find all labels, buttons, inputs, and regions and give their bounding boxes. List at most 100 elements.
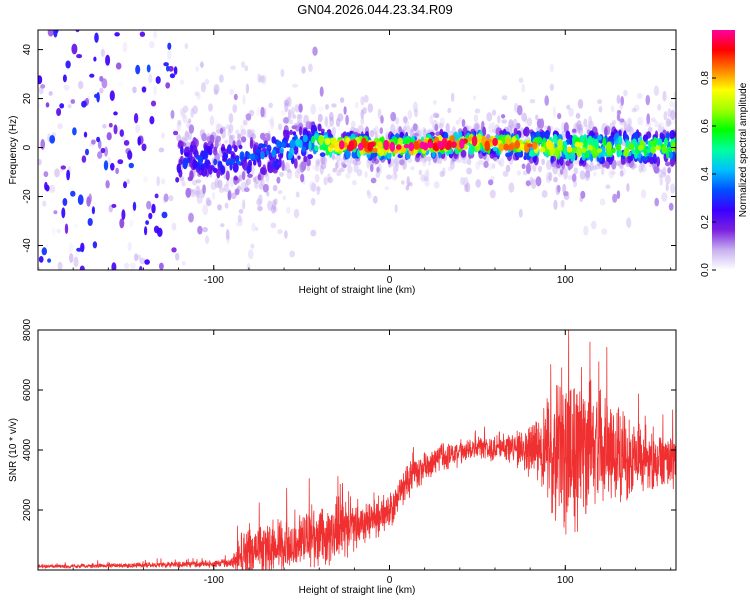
heatmap-cell	[213, 84, 220, 95]
heatmap-cell	[439, 170, 445, 178]
heatmap-cell	[69, 253, 74, 263]
heatmap-cell	[427, 160, 432, 166]
heatmap-cell	[148, 73, 153, 84]
heatmap-cell	[177, 119, 182, 126]
heatmap-cell	[596, 148, 603, 153]
spectrogram-y-tick-label: 20	[22, 93, 33, 105]
heatmap-cell	[426, 156, 432, 162]
snr-y-tick-label: 6000	[22, 378, 33, 401]
heatmap-cell	[588, 120, 594, 130]
heatmap-cell	[508, 143, 514, 152]
heatmap-cell	[139, 257, 146, 265]
heatmap-cell	[229, 88, 235, 96]
heatmap-cell	[596, 155, 603, 163]
heatmap-cell	[262, 183, 269, 193]
colorbar-tick-label: 0.0	[700, 263, 711, 277]
heatmap-cell	[318, 106, 324, 112]
heatmap-cell	[665, 183, 669, 192]
heatmap-cell	[459, 138, 465, 149]
heatmap-cell	[571, 147, 577, 153]
heatmap-cell	[560, 199, 565, 208]
spectrogram-x-axis-label: Height of straight line (km)	[299, 285, 416, 296]
heatmap-cell	[432, 112, 439, 119]
heatmap-cell	[526, 117, 533, 127]
heatmap-cell	[521, 163, 526, 170]
heatmap-cell	[171, 247, 177, 253]
heatmap-cell	[57, 123, 63, 130]
heatmap-cell	[646, 113, 651, 125]
heatmap-cell	[232, 104, 238, 113]
heatmap-cell	[179, 79, 185, 86]
heatmap-cell	[79, 265, 85, 270]
heatmap-cell	[601, 167, 605, 176]
heatmap-cell	[267, 161, 271, 172]
heatmap-cell	[569, 150, 576, 162]
heatmap-cell	[108, 122, 113, 128]
heatmap-cell	[75, 30, 80, 33]
heatmap-cell	[56, 108, 62, 116]
heatmap-cell	[425, 168, 430, 179]
heatmap-cell	[249, 140, 254, 149]
heatmap-cell	[160, 178, 166, 185]
heatmap-cell	[427, 141, 434, 149]
heatmap-cell	[188, 124, 195, 134]
heatmap-cell	[256, 198, 262, 206]
heatmap-cell	[245, 83, 250, 94]
heatmap-cell	[559, 169, 564, 175]
heatmap-cell	[176, 163, 181, 174]
heatmap-cell	[339, 97, 345, 103]
heatmap-cell	[360, 96, 365, 106]
heatmap-cell	[487, 162, 493, 171]
heatmap-cell	[461, 119, 466, 127]
heatmap-cell	[412, 123, 418, 131]
heatmap-cell	[559, 156, 564, 166]
heatmap-cell	[45, 102, 50, 108]
heatmap-cell	[86, 196, 91, 207]
heatmap-cell	[423, 176, 429, 182]
heatmap-cell	[286, 130, 290, 140]
heatmap-cell	[483, 160, 489, 168]
heatmap-cell	[49, 184, 56, 193]
heatmap-cell	[375, 171, 380, 179]
heatmap-cell	[48, 91, 53, 96]
heatmap-cell	[548, 172, 553, 182]
heatmap-cell	[663, 111, 668, 121]
heatmap-cell	[501, 95, 508, 101]
heatmap-cell	[47, 258, 52, 263]
heatmap-cell	[566, 104, 571, 110]
heatmap-cell	[345, 172, 351, 179]
heatmap-cell	[239, 151, 245, 161]
heatmap-cell	[251, 222, 256, 232]
heatmap-cell	[659, 169, 664, 174]
heatmap-cell	[287, 108, 292, 120]
heatmap-cell	[135, 64, 141, 75]
heatmap-cell	[241, 61, 246, 69]
heatmap-cell	[525, 180, 531, 187]
heatmap-cell	[518, 208, 523, 218]
colorbar-tick-label: 0.2	[700, 215, 711, 229]
heatmap-cell	[272, 160, 279, 169]
heatmap-cell	[301, 66, 306, 74]
heatmap-cell	[616, 190, 621, 200]
heatmap-cell	[563, 191, 569, 197]
heatmap-cell	[673, 91, 676, 100]
heatmap-cell	[306, 165, 311, 172]
heatmap-cell	[227, 190, 232, 201]
heatmap-cell	[266, 192, 270, 197]
heatmap-cell	[327, 176, 334, 184]
heatmap-cell	[591, 220, 597, 230]
heatmap-cell	[447, 107, 452, 114]
heatmap-cell	[370, 177, 377, 184]
heatmap-cell	[380, 115, 384, 124]
snr-y-tick-label: 8000	[22, 318, 33, 341]
heatmap-cell	[516, 122, 521, 130]
heatmap-cell	[250, 164, 255, 175]
heatmap-cell	[99, 87, 104, 94]
heatmap-cell	[310, 182, 317, 192]
heatmap-cell	[544, 132, 550, 138]
heatmap-cell	[184, 130, 189, 142]
heatmap-cell	[280, 110, 286, 116]
heatmap-cell	[278, 157, 282, 168]
heatmap-cell	[113, 111, 118, 116]
snr-x-tick-label: 0	[387, 575, 393, 586]
